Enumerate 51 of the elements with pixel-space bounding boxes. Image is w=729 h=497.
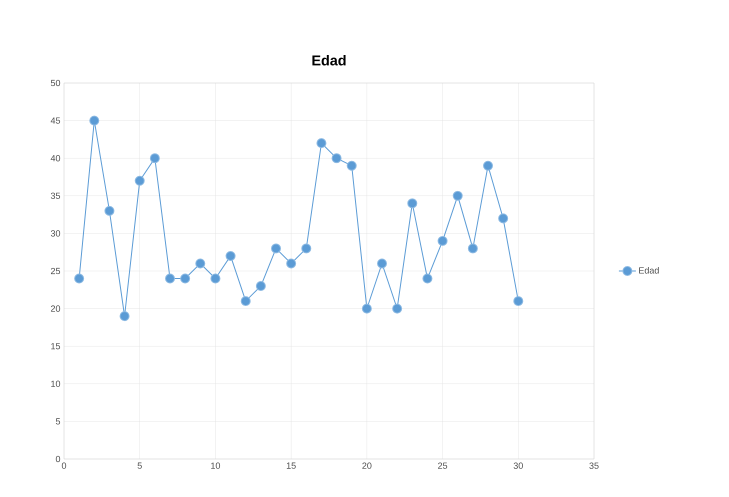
point [407,198,418,208]
x-tick-label: 10 [211,462,220,469]
point [210,274,220,284]
point [256,281,266,292]
point [150,153,160,164]
y-tick-label: 15 [51,343,60,350]
x-tick-label: 25 [438,462,448,469]
point [271,243,281,254]
point [377,258,387,268]
y-tick-label: 5 [56,418,60,425]
x-tick-label: 5 [138,462,142,469]
chart-title: Edad [312,54,346,66]
y-tick-label: 40 [50,155,60,162]
point [422,274,432,284]
y-tick-label: 35 [50,192,60,199]
point [89,116,100,126]
x-tick-label: 30 [514,462,523,469]
point [165,274,175,284]
x-tick-label: 0 [62,462,66,469]
x-tick-label: 20 [362,462,372,469]
y-tick-label: 25 [50,268,60,274]
point [301,243,312,254]
y-tick-label: 50 [50,80,60,86]
point [513,296,524,306]
y-tick-label: 45 [50,117,60,124]
point [134,176,145,186]
point [346,160,357,171]
x-tick-label: 15 [286,462,296,469]
point [226,250,236,261]
point [286,258,296,268]
point [74,274,84,284]
point [240,296,251,306]
point [104,206,114,216]
point [392,304,402,314]
x-tick-label: 35 [589,462,599,469]
y-tick-label: 10 [51,380,60,387]
point [332,153,342,164]
point [362,304,372,314]
y-tick-label: 0 [56,456,60,462]
y-tick-label: 20 [50,305,60,312]
point [316,138,326,148]
point [483,160,493,171]
point [468,243,478,254]
point [452,190,463,201]
point [195,258,206,268]
point [180,274,190,284]
legend-label: Edad [639,267,659,274]
y-tick-label: 30 [50,230,60,237]
point [120,311,130,322]
point [438,236,448,246]
point [498,213,508,224]
